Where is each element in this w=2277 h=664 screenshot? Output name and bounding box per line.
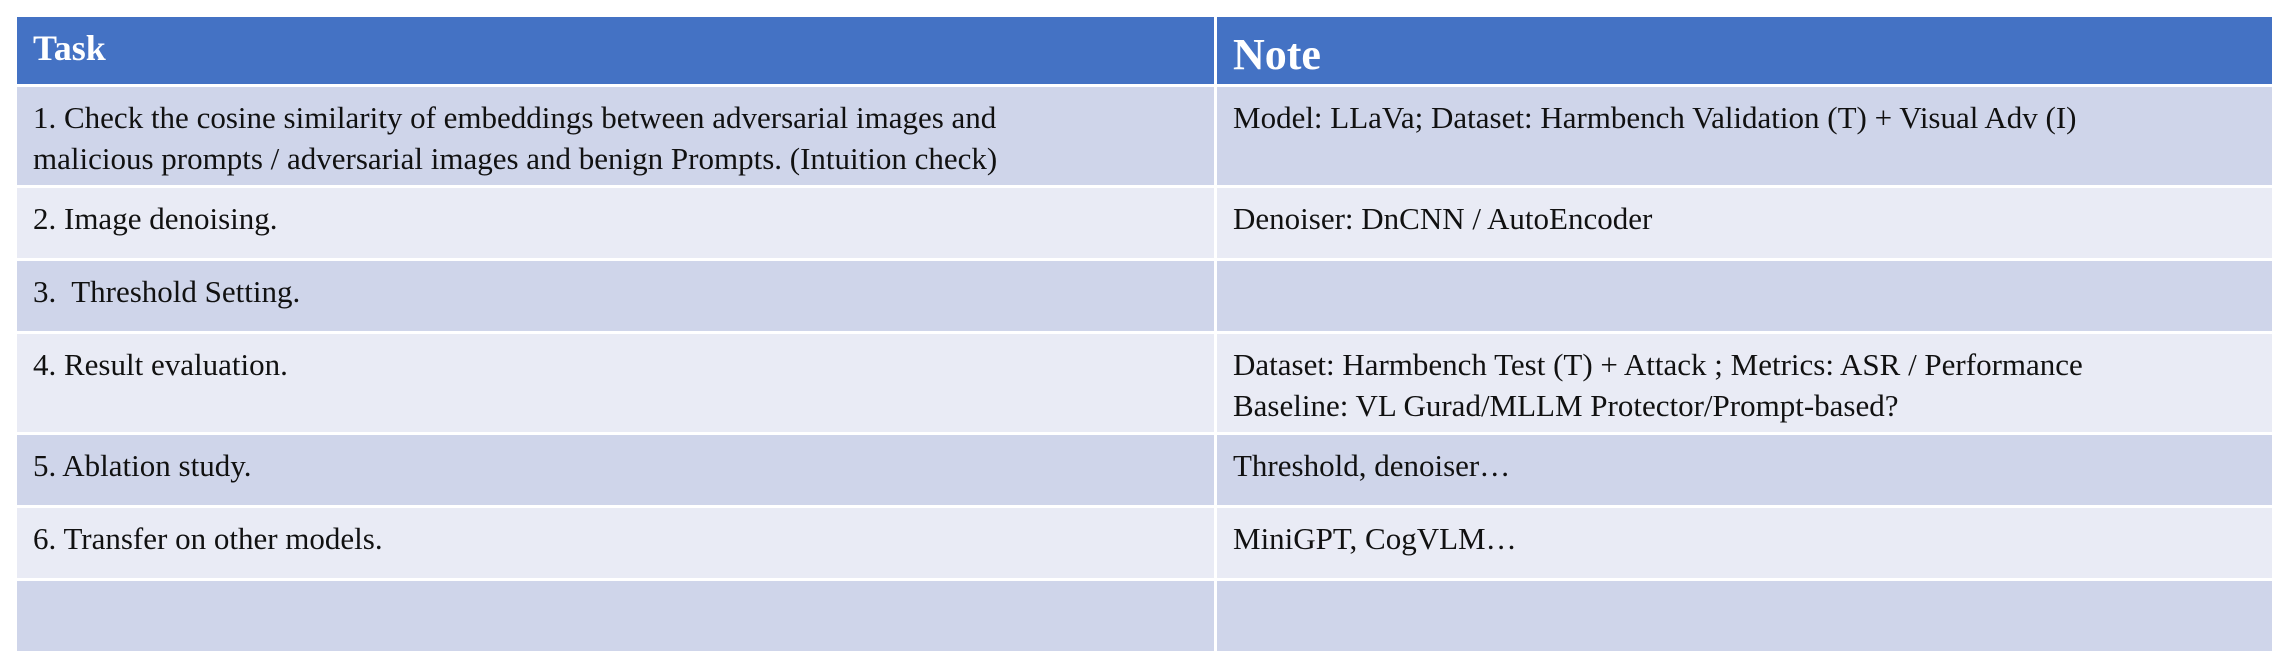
note-cell — [1214, 258, 2275, 334]
table-row: 1. Check the cosine similarity of embedd… — [14, 84, 2275, 188]
note-cell: Denoiser: DnCNN / AutoEncoder — [1214, 185, 2275, 261]
note-cell: MiniGPT, CogVLM… — [1214, 505, 2275, 581]
note-text: Denoiser: DnCNN / AutoEncoder — [1233, 201, 1653, 236]
note-text: Baseline: VL Gurad/MLLM Protector/Prompt… — [1233, 388, 1899, 423]
task-text: malicious prompts / adversarial images a… — [33, 141, 998, 176]
table-row: 2. Image denoising. Denoiser: DnCNN / Au… — [14, 185, 2275, 261]
task-cell: 3. Threshold Setting. — [14, 258, 1217, 334]
task-cell — [14, 578, 1217, 654]
task-note-table-container: Task Note 1. Check the cosine similarity… — [14, 14, 2275, 654]
note-text: Threshold, denoiser… — [1233, 448, 1511, 483]
table-row: 4. Result evaluation. Dataset: Harmbench… — [14, 331, 2275, 435]
task-note-table: Task Note 1. Check the cosine similarity… — [14, 14, 2275, 654]
table-row: 6. Transfer on other models. MiniGPT, Co… — [14, 505, 2275, 581]
task-text: 5. Ablation study. — [33, 448, 252, 483]
note-cell: Dataset: Harmbench Test (T) + Attack ; M… — [1214, 331, 2275, 435]
column-header-task: Task — [14, 14, 1217, 87]
task-text: 3. Threshold Setting. — [33, 274, 301, 309]
note-cell: Model: LLaVa; Dataset: Harmbench Validat… — [1214, 84, 2275, 188]
column-header-note: Note — [1214, 14, 2275, 87]
note-cell: Threshold, denoiser… — [1214, 432, 2275, 508]
task-cell: 6. Transfer on other models. — [14, 505, 1217, 581]
task-cell: 1. Check the cosine similarity of embedd… — [14, 84, 1217, 188]
table-row: 5. Ablation study. Threshold, denoiser… — [14, 432, 2275, 508]
note-cell — [1214, 578, 2275, 654]
table-header-row: Task Note — [14, 14, 2275, 87]
note-text: Model: LLaVa; Dataset: Harmbench Validat… — [1233, 100, 2077, 135]
note-text: Dataset: Harmbench Test (T) + Attack ; M… — [1233, 347, 2083, 382]
table-row — [14, 578, 2275, 654]
task-text: 4. Result evaluation. — [33, 347, 288, 382]
note-text: MiniGPT, CogVLM… — [1233, 521, 1517, 556]
table-row: 3. Threshold Setting. — [14, 258, 2275, 334]
task-text: 2. Image denoising. — [33, 201, 278, 236]
task-text: 1. Check the cosine similarity of embedd… — [33, 100, 997, 135]
task-cell: 4. Result evaluation. — [14, 331, 1217, 435]
task-cell: 5. Ablation study. — [14, 432, 1217, 508]
task-cell: 2. Image denoising. — [14, 185, 1217, 261]
task-text: 6. Transfer on other models. — [33, 521, 383, 556]
